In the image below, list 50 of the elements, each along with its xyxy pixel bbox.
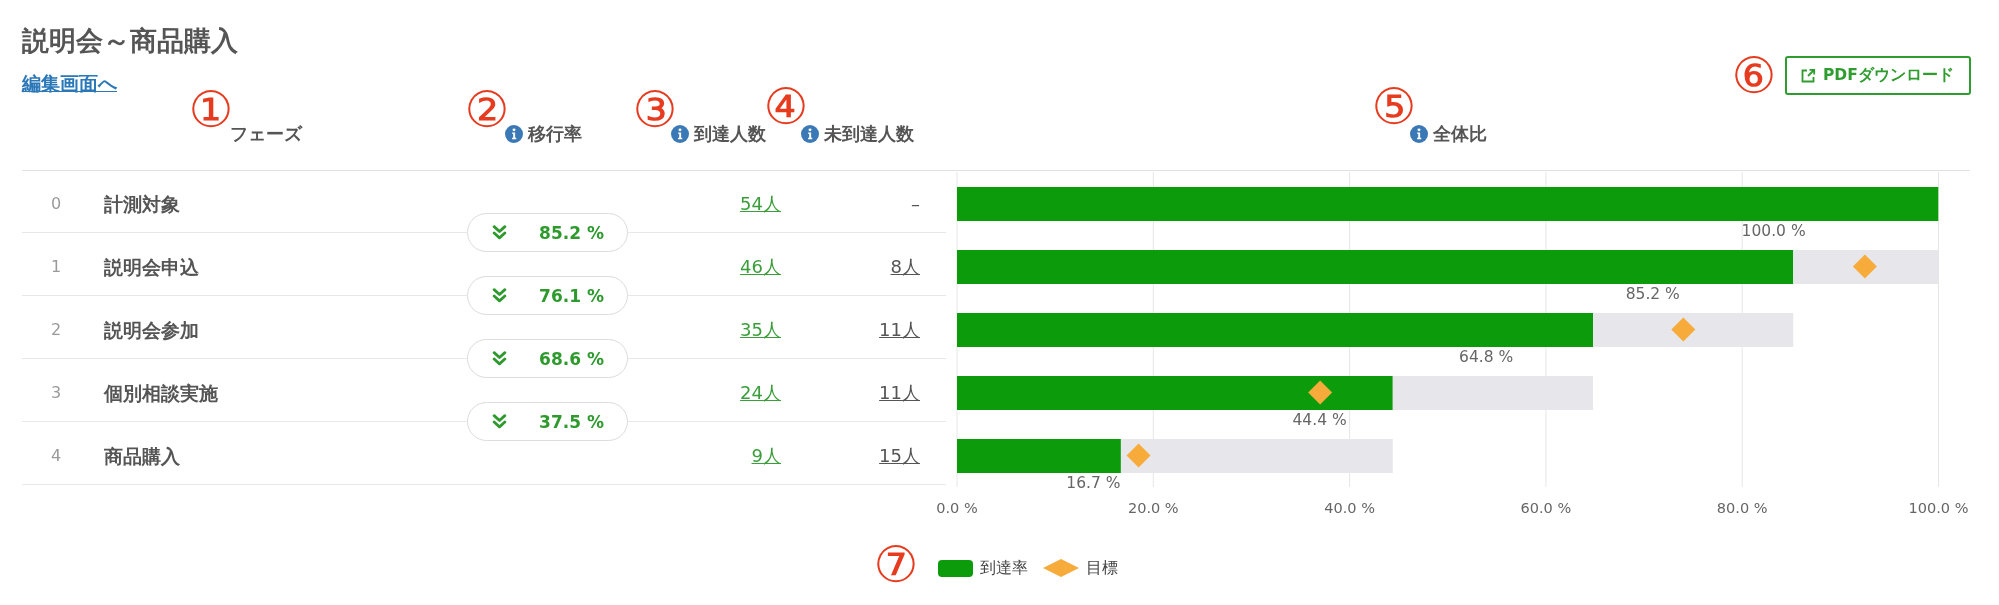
x-tick-label: 60.0 % bbox=[1520, 500, 1572, 517]
text: ③ bbox=[632, 81, 678, 139]
category-label: 計測対象 bbox=[104, 192, 180, 215]
download-button: PDFダウンロード bbox=[1785, 56, 1971, 95]
x-tick-label: 0.0 % bbox=[936, 500, 978, 517]
data-label: 3 bbox=[50, 382, 62, 402]
data-label: 44.4 % bbox=[1292, 411, 1347, 429]
category-label: 説明会参加 bbox=[104, 318, 199, 341]
data-label: 0 bbox=[50, 193, 62, 213]
text: ⑤ bbox=[1371, 78, 1417, 136]
data-label: 2 bbox=[50, 319, 62, 339]
x-tick-label: 20.0 % bbox=[1127, 500, 1179, 517]
chart-title: 全体比 bbox=[1433, 123, 1487, 144]
legend-label: 目標 bbox=[1086, 558, 1118, 577]
text: 説明会～商品購入 bbox=[22, 25, 238, 56]
text: ② bbox=[464, 81, 510, 139]
data-label: 85.2 % bbox=[539, 222, 604, 243]
bar bbox=[957, 313, 1594, 347]
point bbox=[1671, 317, 1696, 342]
point bbox=[1126, 443, 1151, 468]
bar bbox=[957, 187, 1939, 221]
data-label: 68.6 % bbox=[539, 348, 604, 369]
text: ⑥ bbox=[1731, 47, 1777, 105]
category-label: 商品購入 bbox=[104, 444, 180, 467]
point bbox=[1852, 254, 1877, 279]
data-label: 85.2 % bbox=[1625, 285, 1680, 303]
x-tick-label: 40.0 % bbox=[1324, 500, 1375, 517]
point bbox=[1308, 380, 1333, 405]
bar bbox=[957, 439, 1121, 473]
legend-label: 到達率 bbox=[980, 558, 1028, 577]
legend-label: 未到達人数 bbox=[824, 123, 914, 144]
x-tick-label: 100.0 % bbox=[1908, 500, 1969, 517]
category-label: 個別相談実施 bbox=[104, 381, 218, 404]
data-label: – bbox=[911, 192, 920, 214]
legend-label: 到達人数 bbox=[694, 123, 766, 144]
data-label: 16.7 % bbox=[1066, 474, 1121, 492]
category-label: 説明会申込 bbox=[104, 255, 199, 278]
x-tick-label: 80.0 % bbox=[1716, 500, 1768, 517]
data-label: 1 bbox=[50, 256, 62, 276]
data-label: 100.0 % bbox=[1741, 222, 1806, 240]
bar bbox=[957, 376, 1393, 410]
legend-label: 移行率 bbox=[528, 123, 582, 144]
bar bbox=[957, 250, 1794, 284]
data-label: 4 bbox=[50, 445, 62, 465]
data-label: 37.5 % bbox=[539, 411, 604, 432]
text: ⑦ bbox=[873, 536, 919, 594]
data-label: 64.8 % bbox=[1459, 348, 1514, 366]
data-label: 76.1 % bbox=[539, 285, 604, 306]
bar bbox=[1793, 250, 1939, 284]
text: フェーズ bbox=[230, 123, 302, 144]
